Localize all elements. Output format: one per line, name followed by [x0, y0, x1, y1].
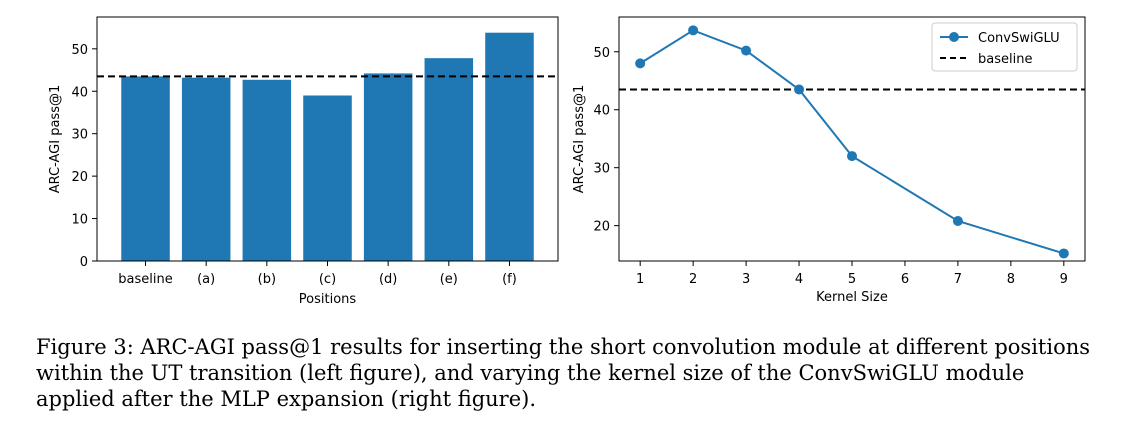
y-tick-label-3: 50	[593, 46, 610, 61]
bar-4	[363, 73, 413, 261]
data-point-3	[794, 84, 805, 95]
bar-1	[181, 77, 231, 262]
right-line-chart: 1 2 3 4 5 6 7 8 9 20 30 40 50 ConvSwiGLU baseline Kerne…	[572, 16, 1086, 305]
legend-label-convswiglu: ConvSwiGLU	[978, 31, 1060, 46]
bar-2	[242, 79, 292, 262]
x-tick-label-3: (c)	[319, 272, 336, 287]
bar-5	[424, 58, 474, 261]
x-axis-label: Positions	[299, 292, 357, 307]
x-tick-label-1: 2	[689, 272, 697, 287]
x-tick-label-6: 7	[954, 272, 962, 287]
figure-canvas: baseline (a) (b) (c) (d) (e) (f) 0 10 20 30 40 50 Pos…	[48, 16, 1086, 307]
x-tick-label-2: 3	[742, 272, 750, 287]
legend: ConvSwiGLU baseline	[931, 22, 1078, 72]
y-tick-label-0: 0	[80, 255, 88, 270]
bar-3	[303, 95, 352, 261]
data-point-6	[1058, 248, 1069, 259]
x-tick-label-8: 9	[1060, 272, 1068, 287]
x-tick-label-7: 8	[1007, 272, 1015, 287]
y-tick-label-3: 30	[71, 128, 88, 143]
data-point-5	[952, 216, 963, 227]
x-tick-label-2: (b)	[258, 272, 276, 287]
y-tick-label-5: 50	[71, 43, 88, 58]
data-point-0	[635, 58, 646, 69]
y-tick-label-2: 40	[593, 104, 610, 119]
x-tick-label-4: (d)	[379, 272, 397, 287]
x-tick-label-4: 5	[848, 272, 856, 287]
data-point-4	[847, 151, 857, 162]
y-tick-label-2: 20	[71, 170, 88, 185]
bar-0	[121, 76, 170, 262]
legend-box	[931, 22, 1078, 72]
bar-6	[485, 32, 534, 262]
x-tick-label-5: (e)	[440, 272, 458, 287]
y-tick-label-1: 30	[593, 162, 610, 177]
x-tick-label-0: 1	[636, 272, 644, 287]
x-tick-label-5: 6	[901, 272, 909, 287]
y-axis-label: ARC-AGI pass@1	[48, 85, 63, 194]
x-axis-label: Kernel Size	[816, 290, 888, 305]
legend-label-baseline: baseline	[978, 52, 1032, 67]
y-tick-label-4: 40	[71, 85, 88, 100]
x-tick-label-0: baseline	[118, 272, 172, 287]
figure-caption: Figure 3: ARC-AGI pass@1 results for ins…	[36, 335, 1091, 411]
x-tick-label-1: (a)	[197, 272, 215, 287]
plot-frame	[96, 16, 559, 262]
data-point-2	[741, 45, 752, 56]
y-axis-label: ARC-AGI pass@1	[572, 85, 587, 194]
legend-marker-convswiglu	[949, 32, 959, 42]
y-tick-label-1: 10	[71, 213, 88, 228]
x-tick-label-3: 4	[795, 272, 803, 287]
x-tick-label-6: (f)	[502, 272, 517, 287]
plot-frame	[618, 16, 1086, 262]
left-bar-chart: baseline (a) (b) (c) (d) (e) (f) 0 10 20 30 40 50 Pos…	[48, 16, 559, 307]
y-tick-label-0: 20	[593, 220, 610, 235]
data-point-1	[688, 25, 699, 36]
